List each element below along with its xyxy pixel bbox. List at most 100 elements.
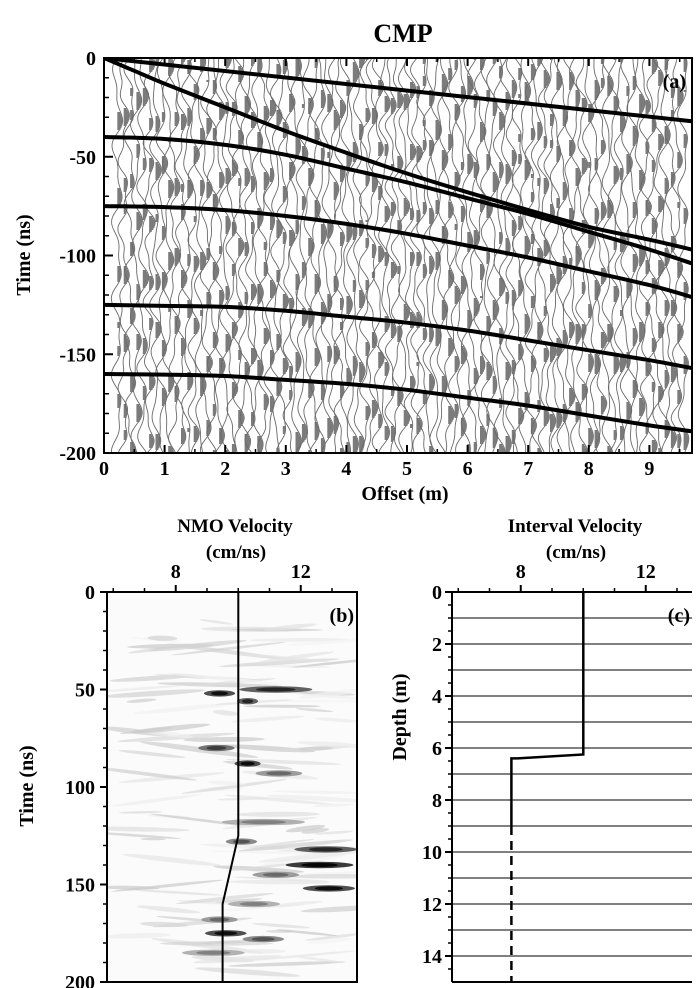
wiggle-fill [429,332,434,334]
wiggle-fill [225,346,231,348]
wiggle-fill [556,340,561,342]
wiggle-fill [193,428,198,430]
wiggle-fill [537,126,542,128]
wiggle-fill [212,90,217,92]
wiggle-fill [295,70,301,72]
wiggle-fill [384,428,389,430]
wiggle-fill [569,84,574,86]
wiggle-fill [238,356,242,358]
wiggle-fill [505,176,512,178]
wiggle-fill [289,370,293,372]
wiggle-fill [429,266,435,268]
wiggle-fill [505,106,510,108]
wiggle-fill [295,224,299,226]
wiggle-fill [410,86,416,88]
wiggle-fill [594,290,601,292]
wiggle-fill [257,300,262,302]
wiggle-fill [155,288,159,290]
wiggle-fill [588,312,592,314]
wiggle-fill [276,120,282,122]
wiggle-fill [645,112,649,114]
wiggle-fill [219,434,225,436]
wiggle-fill [263,174,268,176]
wiggle-fill [320,390,325,392]
wiggle-fill [117,202,122,204]
wiggle-fill [397,390,402,392]
wiggle-fill [651,224,658,226]
wiggle-fill [340,324,343,326]
wiggle-fill [620,358,626,360]
wiggle-fill [238,248,244,250]
wiggle-fill [327,304,332,306]
wiggle-fill [371,416,375,418]
wiggle-fill [473,314,478,316]
cmp-x-label: Offset (m) [361,483,448,505]
wiggle-fill [575,100,580,102]
wiggle-fill [289,108,294,110]
wiggle-fill [575,328,581,330]
wiggle-fill [670,306,677,308]
wiggle-fill [136,92,140,94]
wiggle-fill [384,146,389,148]
wiggle-fill [333,362,337,364]
wiggle-fill [251,354,257,356]
wiggle-fill [556,154,561,156]
wiggle-fill [448,138,453,140]
wiggle-fill [435,336,442,338]
wiggle-fill [511,84,517,86]
wiggle-fill [626,94,629,96]
wiggle-fill [340,386,344,388]
wiggle-fill [161,112,165,114]
wiggle-fill [225,334,229,336]
wiggle-fill [251,190,254,192]
wiggle-fill [588,442,593,444]
wiggle-fill [422,212,426,214]
wiggle-fill [683,90,687,92]
wiggle-fill [346,368,349,370]
wiggle-fill [550,146,553,148]
wiggle-fill [480,274,484,276]
wiggle-fill [467,446,471,448]
wiggle-fill [346,156,352,158]
wiggle-fill [136,414,143,416]
wiggle-fill [569,396,576,398]
wiggle-fill [511,302,515,304]
wiggle-fill [155,330,162,332]
wiggle-fill [664,380,670,382]
wiggle-fill [658,142,664,144]
wiggle-fill [524,174,530,176]
wiggle-fill [193,86,198,88]
wiggle-trace [652,58,665,453]
wiggle-fill [639,170,643,172]
wiggle-fill [651,344,657,346]
wiggle-trace [212,58,226,453]
x-tick-label: 8 [516,561,526,583]
wiggle-fill [117,396,121,398]
wiggle-fill [416,88,420,90]
wiggle-fill [168,182,173,184]
wiggle-fill [295,434,300,436]
wiggle-fill [359,436,363,438]
wiggle-fill [384,260,389,262]
wiggle-fill [511,442,515,444]
wiggle-fill [537,332,543,334]
wiggle-fill [524,250,530,252]
wiggle-fill [543,138,547,140]
wiggle-fill [569,210,573,212]
wiggle-fill [168,186,174,188]
wiggle-fill [562,406,566,408]
wiggle-fill [276,232,282,234]
wiggle-fill [384,374,388,376]
wiggle-fill [200,70,204,72]
wiggle-fill [340,234,344,236]
wiggle-fill [403,204,410,206]
wiggle-fill [626,168,632,170]
wiggle-fill [473,236,480,238]
wiggle-fill [556,266,560,268]
wiggle-fill [251,424,254,426]
wiggle-fill [537,182,541,184]
wiggle-fill [492,378,496,380]
wiggle-fill [155,444,161,446]
wiggle-fill [225,290,230,292]
wiggle-fill [658,200,664,202]
